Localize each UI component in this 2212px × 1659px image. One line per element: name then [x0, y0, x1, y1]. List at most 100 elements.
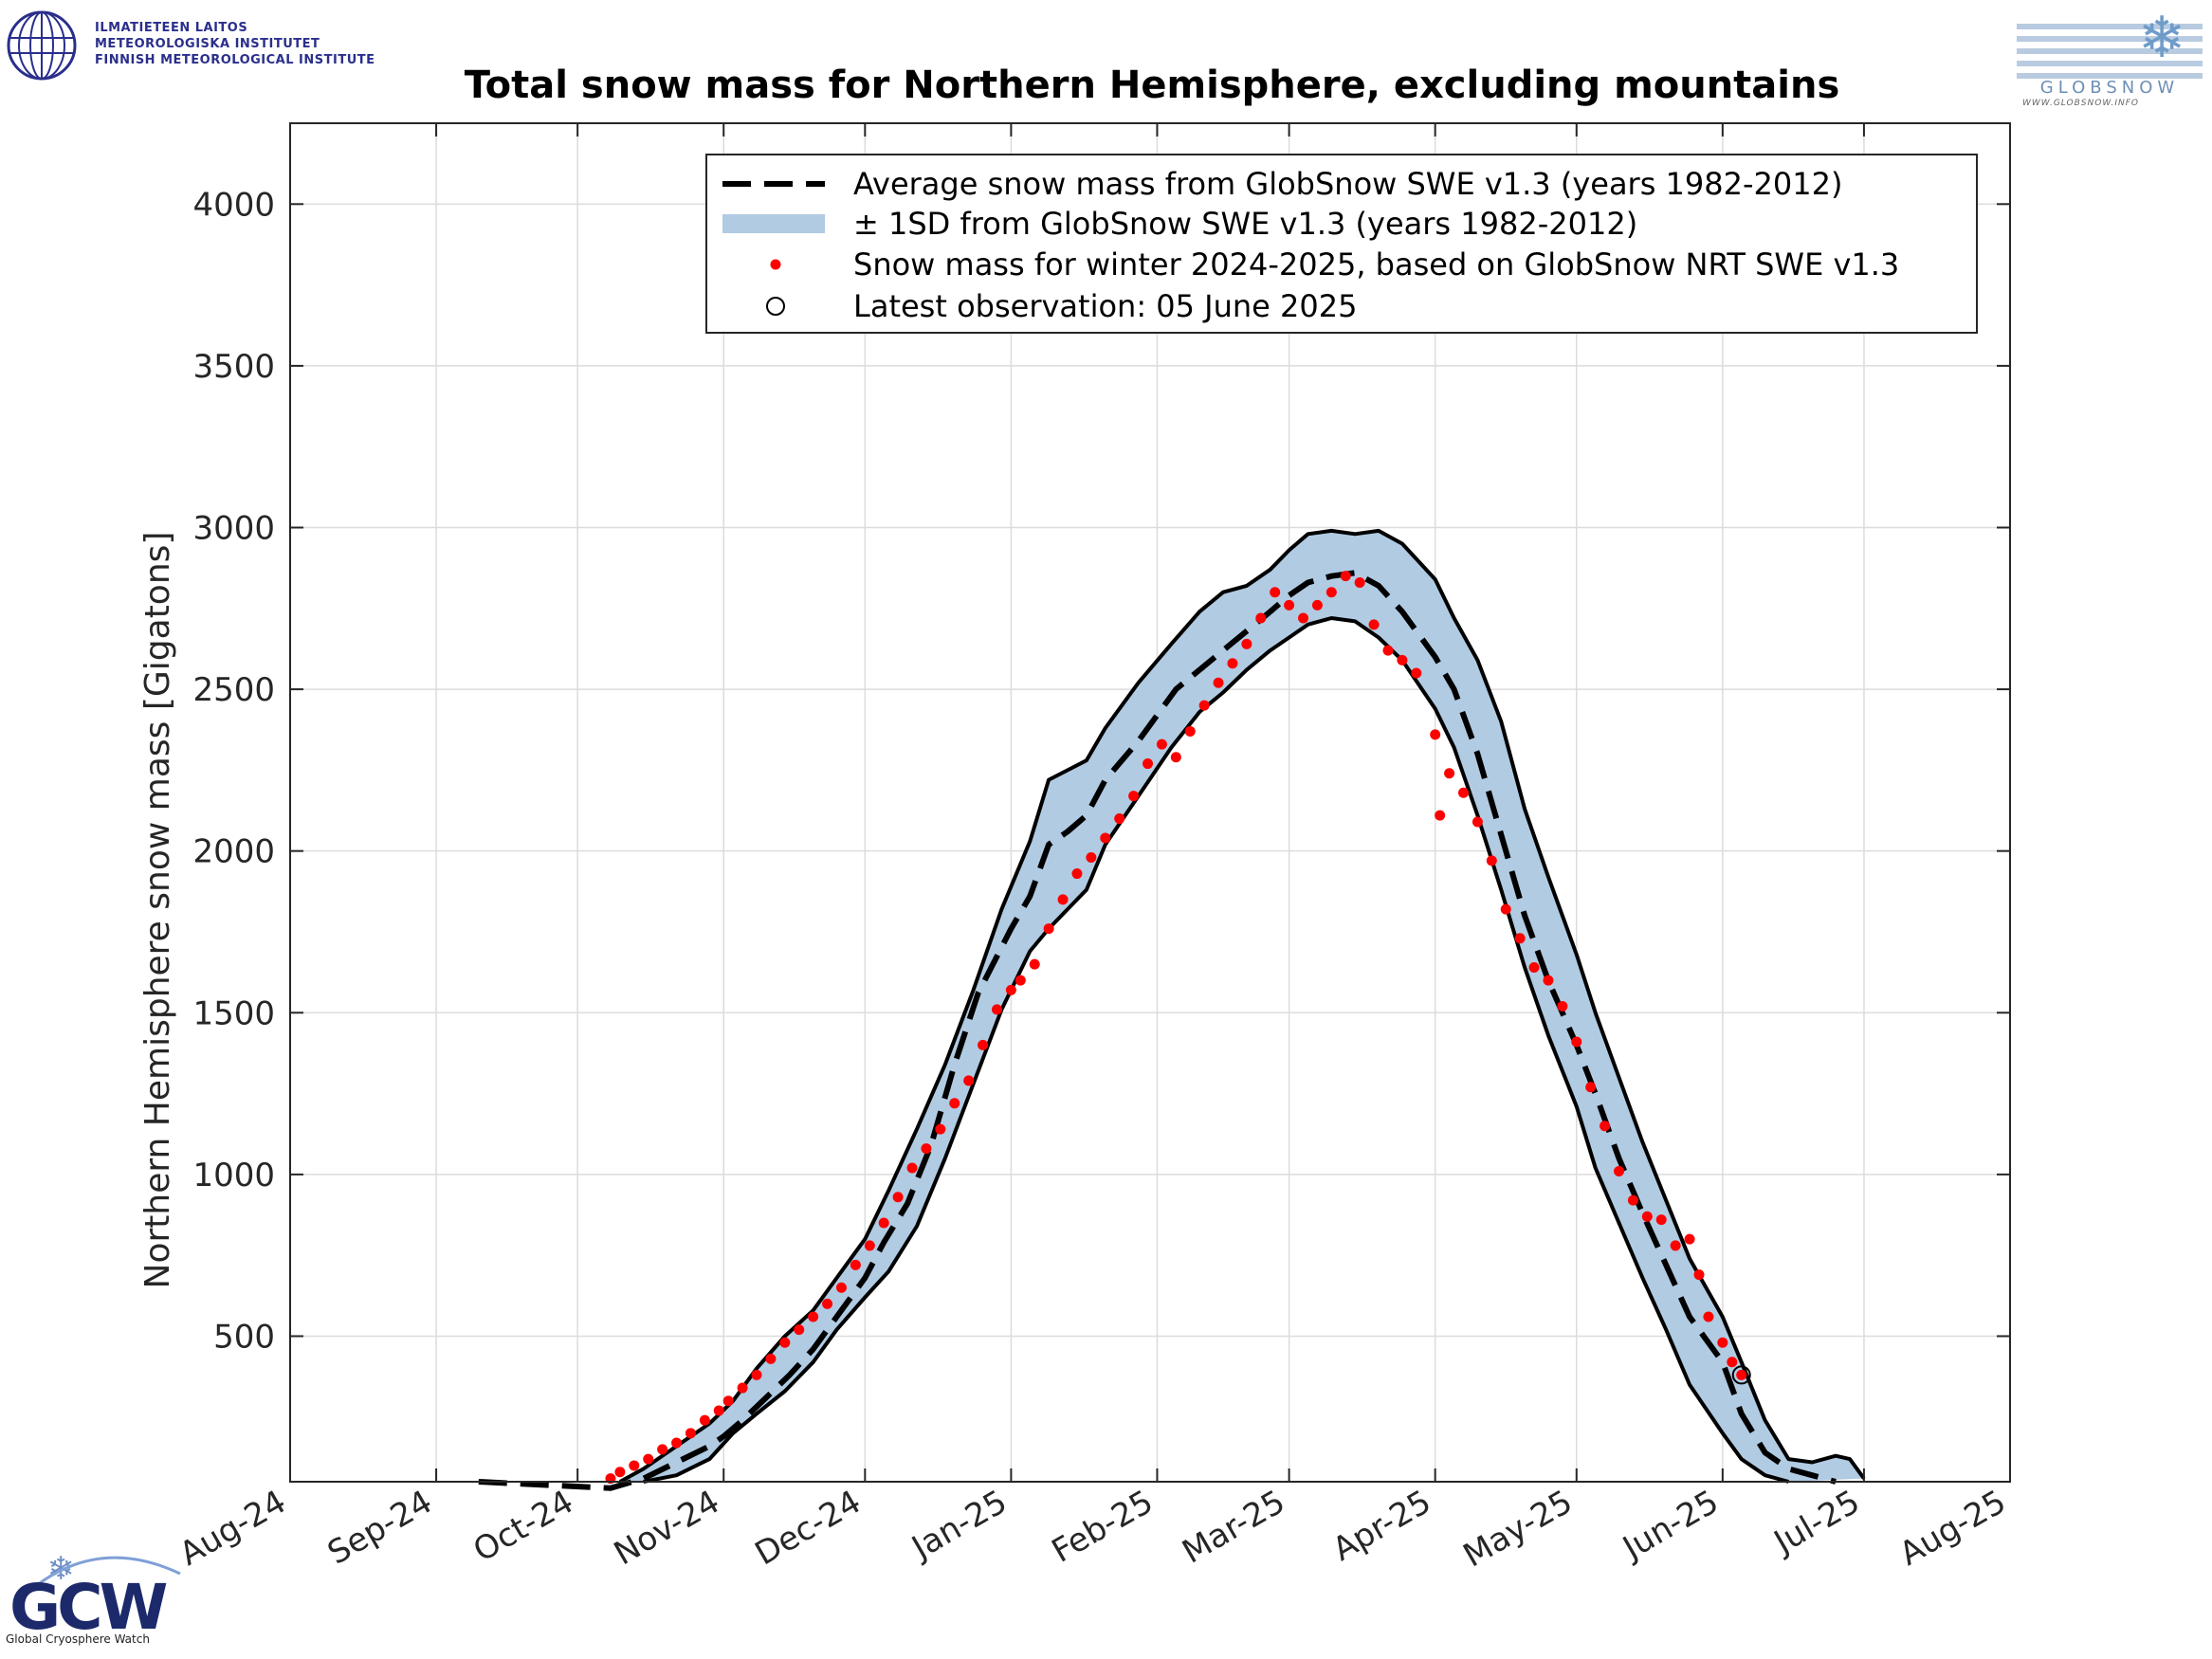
observation-point: [1298, 612, 1309, 624]
observation-point: [1557, 1000, 1568, 1012]
observation-point: [1486, 855, 1497, 866]
observation-point: [1005, 984, 1016, 995]
fmi-name-en: FINNISH METEOROLOGICAL INSTITUTE: [95, 53, 375, 67]
observation-point: [1227, 658, 1238, 669]
observation-point: [1627, 1194, 1638, 1206]
observation-points: [605, 571, 1751, 1485]
observation-point: [751, 1369, 762, 1380]
observation-point: [1641, 1211, 1653, 1222]
series-lines: [478, 528, 1866, 1491]
observation-point: [713, 1405, 724, 1416]
observation-point: [1382, 645, 1394, 656]
observation-point: [1655, 1214, 1667, 1226]
observation-point: [1143, 758, 1154, 770]
observation-point: [685, 1428, 696, 1439]
observation-point: [794, 1324, 805, 1336]
observation-point: [1043, 923, 1054, 935]
globsnow-wordmark: GLOBSNOW: [2040, 78, 2179, 98]
x-tick-label: Feb-25: [1046, 1483, 1160, 1571]
observation-point: [1213, 677, 1224, 688]
sd-lower-line: [643, 616, 1789, 1484]
observation-point: [1114, 813, 1125, 825]
y-axis-label: Northern Hemisphere snow mass [Gigatons]: [138, 532, 177, 1289]
legend-item-band: ± 1SD from GlobSnow SWE v1.3 (years 1982…: [853, 206, 1637, 242]
observation-point: [850, 1259, 861, 1270]
observation-point: [963, 1075, 975, 1086]
observation-point: [1156, 738, 1167, 750]
legend: Average snow mass from GlobSnow SWE v1.3…: [705, 154, 1978, 334]
observation-point: [1340, 571, 1351, 582]
observation-point: [1670, 1240, 1681, 1251]
svg-text:❄: ❄: [2138, 5, 2185, 71]
observation-point: [1198, 700, 1210, 711]
observation-point: [722, 1395, 734, 1407]
observation-point: [1703, 1311, 1714, 1322]
legend-box: [705, 154, 1978, 334]
observation-point: [1736, 1369, 1747, 1380]
observation-point: [1255, 612, 1267, 624]
observation-point: [737, 1382, 748, 1394]
observation-point: [643, 1453, 654, 1465]
observation-point: [921, 1143, 932, 1155]
y-tick-label: 2500: [192, 671, 275, 709]
observation-point: [1071, 868, 1083, 880]
chart-title: Total snow mass for Northern Hemisphere,…: [465, 64, 1840, 107]
observation-point: [1514, 933, 1526, 944]
observation-point: [892, 1192, 904, 1203]
observation-point: [671, 1437, 683, 1449]
observation-point: [822, 1298, 833, 1309]
plot-frame: [289, 122, 2011, 1483]
gcw-logo-icon: ❄ GCW: [9, 1550, 181, 1644]
observation-point: [657, 1444, 668, 1455]
gcw-caption: Global Cryosphere Watch: [6, 1632, 150, 1646]
observation-point: [1435, 810, 1446, 821]
x-tick-label: Jun-25: [1615, 1483, 1725, 1568]
observation-point: [1430, 729, 1441, 740]
observation-point: [878, 1217, 889, 1229]
observation-point: [1354, 576, 1365, 588]
observation-point: [1128, 791, 1140, 802]
y-tick-label: 3000: [192, 509, 275, 547]
x-tick-label: May-25: [1457, 1483, 1579, 1575]
observation-point: [1457, 787, 1469, 798]
observation-point: [699, 1414, 710, 1426]
observation-point: [978, 1039, 989, 1050]
y-tick-label: 1500: [192, 994, 275, 1032]
observation-point: [629, 1460, 640, 1471]
observation-point: [1500, 903, 1511, 915]
observation-point: [1727, 1357, 1738, 1368]
observation-point: [1411, 667, 1422, 679]
observation-point: [1170, 752, 1181, 763]
observation-point: [1029, 958, 1040, 970]
observation-point: [1368, 619, 1380, 630]
observation-point: [1585, 1082, 1597, 1093]
observation-point: [779, 1337, 791, 1348]
observation-point: [1015, 975, 1026, 986]
globsnow-url: WWW.GLOBSNOW.INFO: [2022, 99, 2139, 108]
y-tick-label: 4000: [192, 186, 275, 224]
legend-item-latest: Latest observation: 05 June 2025: [853, 288, 1357, 324]
latest-observation-marker: [1731, 1365, 1751, 1385]
observation-point: [765, 1353, 777, 1364]
observation-point: [808, 1311, 819, 1322]
observation-point: [1528, 962, 1540, 974]
x-tick-label: Dec-24: [749, 1483, 868, 1573]
observation-point: [906, 1162, 918, 1174]
legend-item-average: Average snow mass from GlobSnow SWE v1.3…: [853, 166, 1842, 202]
observation-point: [1684, 1233, 1695, 1245]
observation-point: [614, 1467, 626, 1478]
observation-point: [991, 1004, 1002, 1015]
y-tick-label: 3500: [192, 348, 275, 386]
y-tick-label: 1000: [192, 1157, 275, 1194]
observation-point: [1241, 638, 1252, 649]
axes: [289, 122, 2011, 1483]
y-tick-label: 2000: [192, 833, 275, 871]
observation-point: [1100, 832, 1111, 844]
sd-upper-line: [618, 528, 1866, 1484]
x-tick-label: Mar-25: [1176, 1483, 1291, 1571]
observation-point: [1717, 1337, 1728, 1348]
x-tick-label: Aug-24: [174, 1483, 293, 1574]
x-tick-label: Jan-25: [905, 1483, 1014, 1568]
observation-point: [1325, 587, 1337, 598]
legend-item-observations: Snow mass for winter 2024-2025, based on…: [853, 246, 1899, 283]
